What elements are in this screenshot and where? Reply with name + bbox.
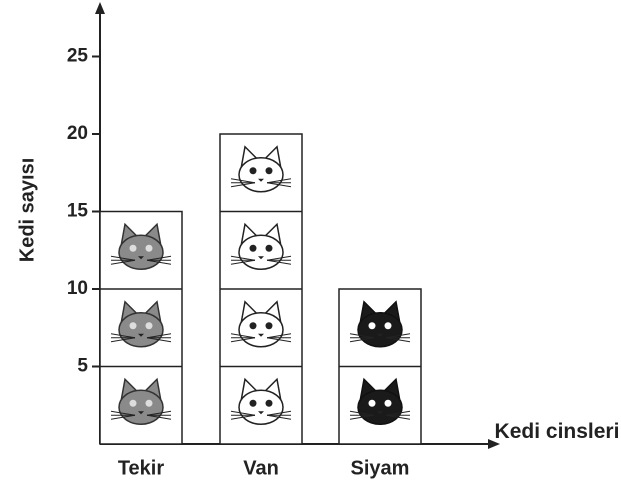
cat-head xyxy=(238,157,284,193)
cat-whisker xyxy=(385,414,411,420)
cat-whisker xyxy=(110,259,136,265)
cat-whisker xyxy=(230,333,256,339)
cat-whisker xyxy=(110,410,136,416)
cat-nose xyxy=(377,333,383,337)
cat-eye xyxy=(145,399,153,407)
cat-whisker xyxy=(230,410,256,416)
x-tick-label: Siyam xyxy=(351,457,410,479)
cat-nose xyxy=(138,333,144,337)
cat-whisker xyxy=(266,182,292,188)
x-tick-label: Tekir xyxy=(118,457,165,479)
cat-nose xyxy=(138,256,144,260)
cat-head xyxy=(357,312,403,348)
cat-nose xyxy=(258,411,264,415)
cat-head xyxy=(118,312,164,348)
cat-whisker xyxy=(230,178,256,184)
cat-eye xyxy=(145,322,153,330)
cat-head xyxy=(238,234,284,270)
x-axis-label: Kedi cinsleri xyxy=(494,420,620,443)
cat-nose xyxy=(258,178,264,182)
cat-eye xyxy=(384,322,392,330)
cat-whisker xyxy=(385,337,411,343)
cat-head xyxy=(238,389,284,425)
cat-whisker xyxy=(110,333,136,339)
y-axis-arrow xyxy=(95,2,105,14)
cat-head xyxy=(118,234,164,270)
cat-eye xyxy=(265,244,273,252)
cat-eye xyxy=(368,322,376,330)
cat-whisker xyxy=(110,414,136,420)
cat-whisker xyxy=(349,414,375,420)
cat-whisker xyxy=(146,255,172,261)
cat-eye xyxy=(368,399,376,407)
cat-eye xyxy=(145,244,153,252)
cat-head xyxy=(238,312,284,348)
cat-eye xyxy=(129,322,137,330)
cat-eye xyxy=(265,167,273,175)
cat-whisker xyxy=(266,414,292,420)
cat-eye xyxy=(129,244,137,252)
cat-eye xyxy=(249,167,257,175)
cat-whisker xyxy=(110,255,136,261)
cat-whisker xyxy=(146,414,172,420)
cat-whisker xyxy=(266,333,292,339)
y-tick-label: 15 xyxy=(67,201,89,222)
cat-whisker xyxy=(146,337,172,343)
cat-nose xyxy=(138,411,144,415)
cat-whisker xyxy=(349,333,375,339)
cat-whisker xyxy=(266,178,292,184)
cat-whisker xyxy=(266,410,292,416)
cat-whisker xyxy=(266,259,292,265)
cat-eye xyxy=(249,322,257,330)
cat-eye xyxy=(265,399,273,407)
cat-whisker xyxy=(266,255,292,261)
y-tick-label: 10 xyxy=(67,278,88,299)
y-tick-label: 25 xyxy=(67,46,89,67)
cat-whisker xyxy=(146,259,172,265)
cat-whisker xyxy=(230,259,256,265)
cat-eye xyxy=(249,399,257,407)
cat-whisker xyxy=(385,410,411,416)
cat-eye xyxy=(384,399,392,407)
y-tick-label: 20 xyxy=(67,123,88,144)
cat-whisker xyxy=(110,337,136,343)
cat-whisker xyxy=(230,337,256,343)
y-axis-label: Kedi sayısı xyxy=(16,158,38,263)
cat-nose xyxy=(377,411,383,415)
cat-eye xyxy=(265,322,273,330)
cat-whisker xyxy=(349,410,375,416)
cat-whisker xyxy=(230,255,256,261)
y-tick-label: 5 xyxy=(77,356,88,377)
cat-whisker xyxy=(230,414,256,420)
cat-whisker xyxy=(349,337,375,343)
cat-whisker xyxy=(230,182,256,188)
cat-head xyxy=(357,389,403,425)
cat-whisker xyxy=(266,337,292,343)
cat-eye xyxy=(249,244,257,252)
cat-whisker xyxy=(385,333,411,339)
cat-whisker xyxy=(146,333,172,339)
x-tick-label: Van xyxy=(243,457,279,479)
cat-head xyxy=(118,389,164,425)
cat-nose xyxy=(258,256,264,260)
cat-whisker xyxy=(146,410,172,416)
x-axis-arrow xyxy=(488,439,500,449)
cat-eye xyxy=(129,399,137,407)
cat-nose xyxy=(258,333,264,337)
